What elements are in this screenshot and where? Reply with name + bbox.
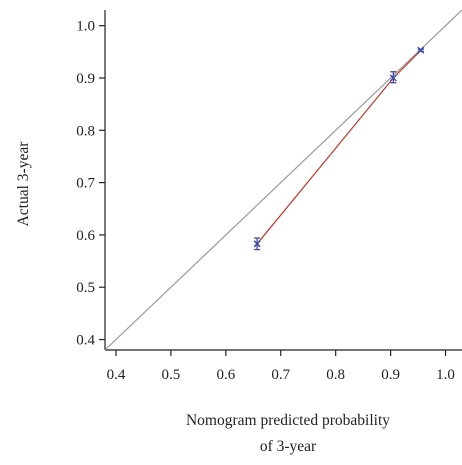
y-axis-ticks: 0.4 0.5 0.6 0.7 0.8 0.9 1.0 (76, 19, 105, 349)
data-point (417, 46, 425, 54)
x-axis-title-line-1: Nomogram predicted probability (186, 412, 390, 429)
y-tick-label: 0.7 (76, 176, 95, 192)
y-tick-label: 1.0 (76, 19, 95, 35)
reference-diagonal-line (104, 9, 462, 351)
x-axis-ticks: 0.4 0.5 0.6 0.7 0.8 0.9 1.0 (107, 350, 455, 383)
x-tick-label: 0.4 (107, 367, 126, 383)
x-tick-label: 0.6 (216, 367, 235, 383)
y-tick-label: 0.8 (76, 123, 95, 139)
plot-frame (104, 10, 462, 351)
point-marker (389, 74, 397, 82)
x-tick-label: 0.8 (326, 367, 345, 383)
x-axis-title-line-2: of 3-year (260, 438, 317, 455)
x-tick-label: 0.9 (381, 367, 400, 383)
y-tick-label: 0.5 (76, 280, 95, 296)
calibration-line (256, 49, 422, 245)
data-point (389, 71, 397, 84)
x-tick-label: 0.7 (271, 367, 290, 383)
point-marker (417, 46, 425, 54)
y-tick-label: 0.4 (76, 333, 95, 349)
y-tick-label: 0.9 (76, 71, 95, 87)
data-point-layer (253, 46, 425, 251)
x-tick-label: 0.5 (162, 367, 181, 383)
reference-diagonal-layer (104, 9, 462, 351)
data-point (253, 237, 261, 251)
y-tick-label: 0.6 (76, 228, 95, 244)
y-axis-title: Actual 3-year (15, 141, 32, 227)
point-marker (253, 240, 261, 248)
x-tick-label: 1.0 (436, 367, 455, 383)
calibration-line-layer (256, 49, 422, 245)
